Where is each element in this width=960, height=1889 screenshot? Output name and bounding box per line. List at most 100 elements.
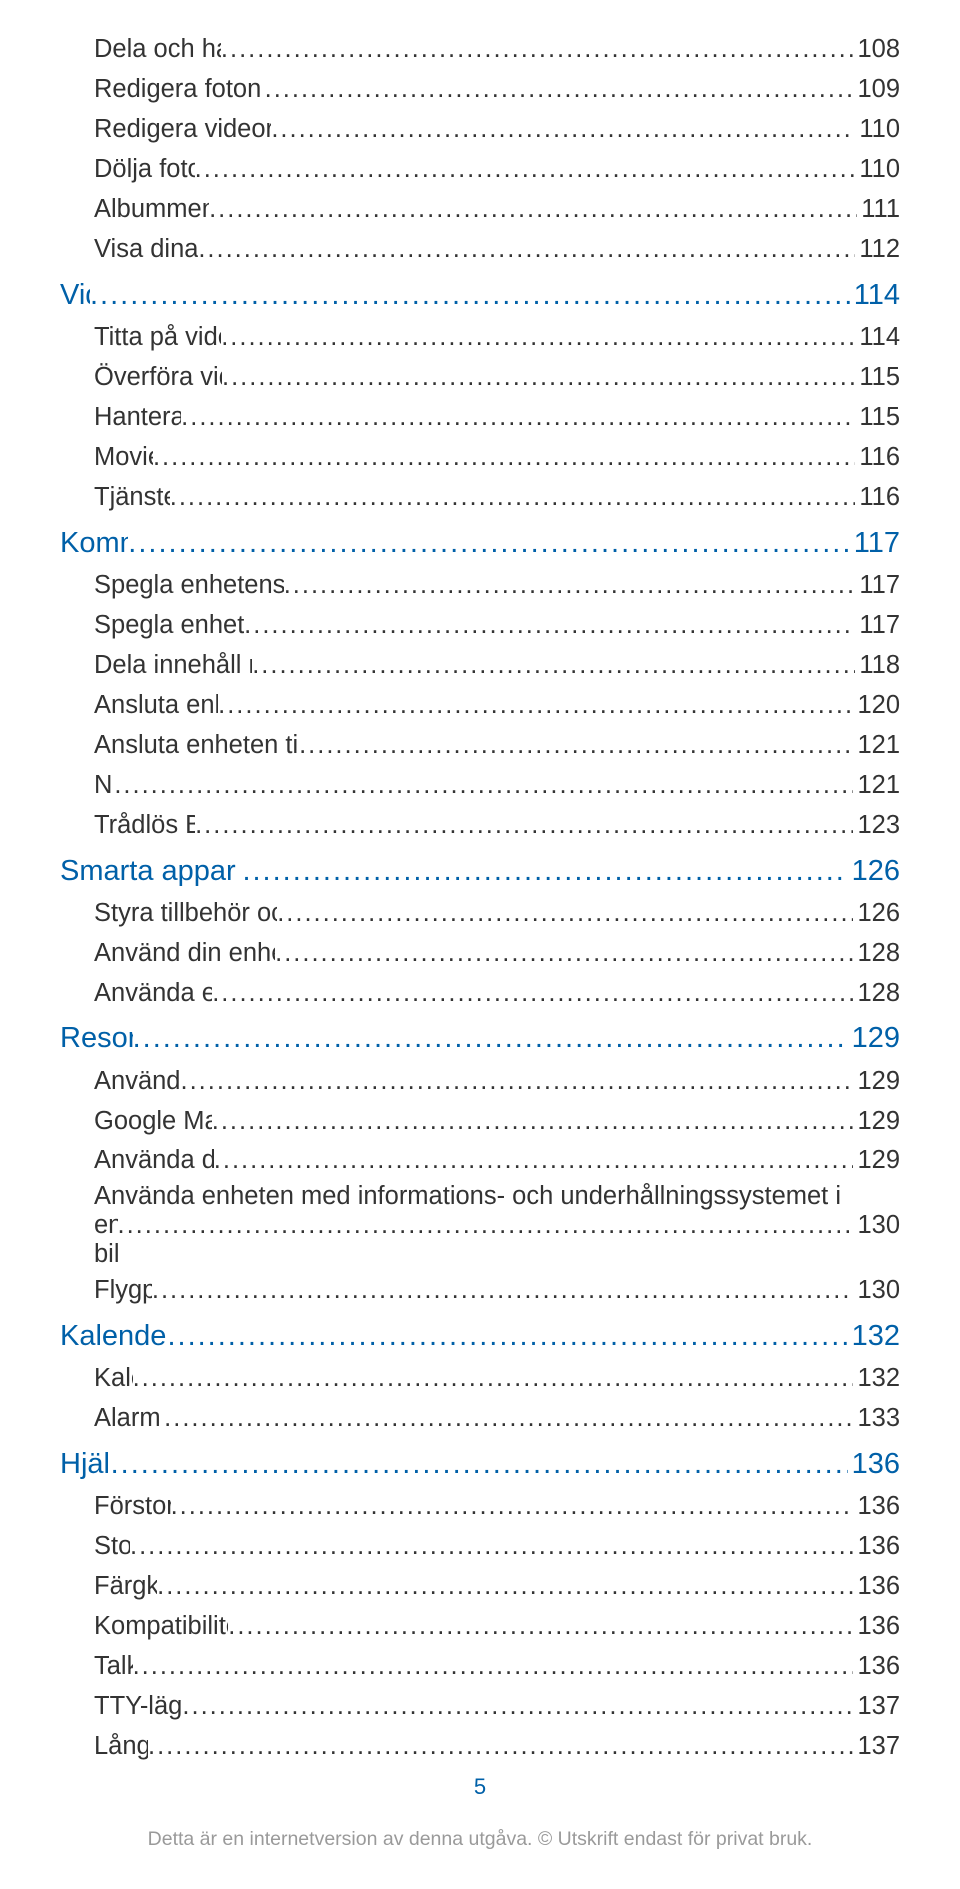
toc-label: TTY-läget (texttelefon) xyxy=(94,1688,182,1725)
toc-leader-dots xyxy=(265,71,854,108)
toc-label: Redigera foton med redigeringsprogrammet… xyxy=(94,71,265,108)
toc-label: Visa dina foton på en karta xyxy=(94,231,198,268)
toc-entry[interactable]: Movie Creator116 xyxy=(60,439,900,476)
toc-entry[interactable]: Google Maps™ och navigering129 xyxy=(60,1103,900,1140)
toc-pagenum: 112 xyxy=(855,231,900,268)
toc-label: Använda enheten med informations- och un… xyxy=(94,1182,900,1211)
toc-entry[interactable]: Använda platstjänster129 xyxy=(60,1063,900,1100)
toc-pagenum: 137 xyxy=(853,1728,900,1765)
toc-leader-dots xyxy=(195,151,856,188)
toc-label: Ansluta enheten till en trådlös kontroll… xyxy=(94,727,299,764)
toc-entry[interactable]: Hantera videoinnehåll115 xyxy=(60,399,900,436)
toc-pagenum: 132 xyxy=(853,1360,900,1397)
toc-leader-dots xyxy=(242,850,847,892)
toc-label: Resor och kartor xyxy=(60,1017,133,1059)
toc-entry[interactable]: Visa dina foton på en karta 112 xyxy=(60,231,900,268)
table-of-contents: Dela och hantera foton och videor108Redi… xyxy=(60,31,900,1765)
toc-entry[interactable]: Trådlös Bluetooth®-teknik123 xyxy=(60,807,900,844)
toc-pagenum: 118 xyxy=(855,647,900,684)
toc-pagenum: 114 xyxy=(855,319,900,356)
toc-leader-dots xyxy=(181,399,855,436)
toc-label: Videor xyxy=(60,274,90,316)
toc-label: Kalender xyxy=(94,1360,133,1397)
toc-pagenum: 121 xyxy=(853,727,900,764)
toc-entry[interactable]: TTY-läget (texttelefon) 137 xyxy=(60,1688,900,1725)
toc-pagenum: 120 xyxy=(853,687,900,724)
toc-heading[interactable]: Videor114 xyxy=(60,274,900,316)
toc-entry[interactable]: Färgkorrigering136 xyxy=(60,1568,900,1605)
toc-label: Dela och hantera foton och videor xyxy=(94,31,221,68)
toc-pagenum: 129 xyxy=(848,1017,900,1059)
toc-leader-dots xyxy=(221,319,855,356)
toc-entry[interactable]: NFC121 xyxy=(60,767,900,804)
toc-label: NFC xyxy=(94,767,114,804)
toc-entry[interactable]: Titta på video i Video-programmet114 xyxy=(60,319,900,356)
toc-entry[interactable]: Spegla enhetens skärm trådlöst på en TV1… xyxy=(60,607,900,644)
toc-entry[interactable]: Använda datatrafik när du reser129 xyxy=(60,1142,900,1179)
toc-leader-dots xyxy=(118,1211,854,1240)
toc-entry[interactable]: Förstoringsrörelser 136 xyxy=(60,1488,900,1525)
toc-entry[interactable]: Använda enheten med informations- och un… xyxy=(60,1182,900,1269)
toc-pagenum: 136 xyxy=(853,1608,900,1645)
toc-leader-dots xyxy=(128,522,849,564)
toc-leader-dots xyxy=(277,895,853,932)
toc-label: en bil xyxy=(94,1211,118,1269)
toc-leader-dots xyxy=(284,567,856,604)
toc-heading[interactable]: Resor och kartor 129 xyxy=(60,1017,900,1059)
toc-heading[interactable]: Smarta appar och funktioner som sparar t… xyxy=(60,850,900,892)
document-page: Dela och hantera foton och videor108Redi… xyxy=(0,0,960,1889)
toc-entry[interactable]: Flygplansläge130 xyxy=(60,1272,900,1309)
toc-heading[interactable]: Kalender och alarmklocka132 xyxy=(60,1315,900,1357)
toc-entry[interactable]: Alarm och klocka133 xyxy=(60,1400,900,1437)
toc-pagenum: 126 xyxy=(848,850,900,892)
toc-label: Kompatibilitet med hörselhjälpmedel xyxy=(94,1608,228,1645)
toc-leader-dots xyxy=(167,1315,847,1357)
toc-label: Kommunikation xyxy=(60,522,128,564)
toc-pagenum: 136 xyxy=(853,1488,900,1525)
toc-label: Smarta appar och funktioner som sparar t… xyxy=(60,850,242,892)
toc-label: TalkBack xyxy=(94,1648,133,1685)
toc-pagenum: 137 xyxy=(853,1688,900,1725)
toc-pagenum: 117 xyxy=(850,522,900,564)
toc-pagenum: 136 xyxy=(853,1528,900,1565)
toc-label: Förstoringsrörelser xyxy=(94,1488,171,1525)
toc-entry[interactable]: Överföra videoinnehåll till enheten115 xyxy=(60,359,900,396)
toc-entry[interactable]: Dölja foton och videoklipp110 xyxy=(60,151,900,188)
toc-entry[interactable]: Använda enheten som plånbok128 xyxy=(60,975,900,1012)
toc-entry[interactable]: Stor text136 xyxy=(60,1528,900,1565)
toc-entry[interactable]: Tjänsten PS Video116 xyxy=(60,479,900,516)
toc-entry[interactable]: Spegla enhetens skärm på en TV med hjälp… xyxy=(60,567,900,604)
toc-entry[interactable]: Dela och hantera foton och videor108 xyxy=(60,31,900,68)
toc-leader-dots xyxy=(212,1103,854,1140)
toc-label: Flygplansläge xyxy=(94,1272,152,1309)
toc-entry[interactable]: Redigera videor med redigeringsprogramme… xyxy=(60,111,900,148)
toc-entry[interactable]: Redigera foton med redigeringsprogrammet… xyxy=(60,71,900,108)
toc-entry[interactable]: Ansluta enheten till en trådlös kontroll… xyxy=(60,727,900,764)
toc-leader-dots xyxy=(214,1142,854,1179)
page-number: 5 xyxy=(0,1774,960,1800)
toc-label: Styra tillbehör och inställningar med Sm… xyxy=(94,895,277,932)
toc-entry[interactable]: Albummenyn på startskärmen111 xyxy=(60,191,900,228)
toc-leader-dots xyxy=(148,1728,853,1765)
toc-leader-dots xyxy=(275,935,853,972)
toc-label: Hjälpmedel xyxy=(60,1443,111,1485)
toc-entry[interactable]: Kalender 132 xyxy=(60,1360,900,1397)
footer-disclaimer: Detta är en internetversion av denna utg… xyxy=(148,1828,813,1850)
toc-leader-dots xyxy=(111,1443,848,1485)
toc-pagenum: 111 xyxy=(857,191,900,228)
toc-entry[interactable]: Ansluta enheten till USB-tillbehör120 xyxy=(60,687,900,724)
toc-entry[interactable]: Kompatibilitet med hörselhjälpmedel 136 xyxy=(60,1608,900,1645)
toc-heading[interactable]: Hjälpmedel136 xyxy=(60,1443,900,1485)
toc-entry[interactable]: Styra tillbehör och inställningar med Sm… xyxy=(60,895,900,932)
toc-label: Tjänsten PS Video xyxy=(94,479,170,516)
toc-heading[interactable]: Kommunikation 117 xyxy=(60,522,900,564)
toc-entry[interactable]: Långsamt tal137 xyxy=(60,1728,900,1765)
toc-leader-dots xyxy=(212,975,853,1012)
toc-leader-dots xyxy=(181,1063,854,1100)
toc-entry[interactable]: TalkBack136 xyxy=(60,1648,900,1685)
toc-pagenum: 109 xyxy=(853,71,900,108)
toc-entry[interactable]: Dela innehåll med DLNA Certified™-enhete… xyxy=(60,647,900,684)
toc-label: Alarm och klocka xyxy=(94,1400,164,1437)
toc-pagenum: 116 xyxy=(855,439,900,476)
toc-entry[interactable]: Använd din enhet som en träningshubb med… xyxy=(60,935,900,972)
